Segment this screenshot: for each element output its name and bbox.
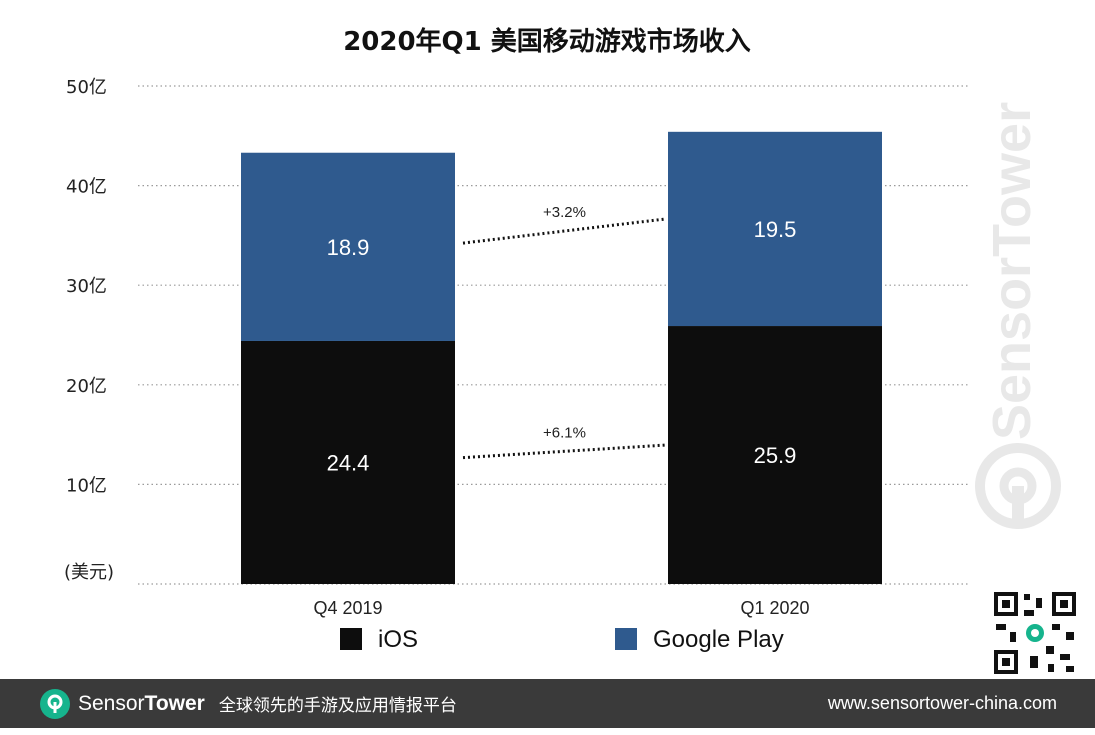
bar-segment-ios [668, 326, 882, 584]
legend: iOS Google Play [340, 626, 784, 653]
footer-url: www.sensortower-china.com [827, 693, 1057, 713]
growth-label: +6.1% [543, 424, 586, 441]
y-axis-unit-label: (美元) [64, 562, 114, 583]
bar-segment-google-play [241, 152, 455, 341]
bar-value-label: 19.5 [754, 217, 797, 242]
legend-label: Google Play [653, 626, 784, 653]
footer-brand-part1: Sensor [78, 691, 145, 715]
sensortower-logo-icon [40, 688, 70, 719]
legend-swatch [340, 628, 362, 650]
bar-value-label: 25.9 [754, 443, 797, 468]
y-tick-label: 40亿 [66, 177, 107, 198]
bar-value-label: 24.4 [327, 450, 370, 475]
watermark-text: SensorTower [982, 102, 1042, 440]
growth-annotations: +3.2% +6.1% [462, 204, 667, 460]
chart-title: 2020年Q1 美国移动游戏市场收入 [343, 26, 751, 57]
legend-label: iOS [378, 626, 418, 653]
growth-label: +3.2% [543, 204, 586, 221]
qr-code-icon [990, 588, 1080, 678]
y-tick-label: 10亿 [66, 475, 107, 496]
footer-brand-part2: Tower [144, 691, 205, 715]
footer-tagline: 全球领先的手游及应用情报平台 [218, 696, 457, 716]
x-axis-categories: Q4 2019 Q1 2020 [313, 598, 809, 618]
y-tick-label: 50亿 [66, 77, 107, 98]
bar-segment-ios [241, 340, 455, 584]
bar-segment-google-play [668, 131, 882, 327]
bar-value-label: 18.9 [327, 235, 370, 260]
x-category-label: Q4 2019 [313, 598, 382, 618]
legend-swatch [615, 628, 637, 650]
y-tick-label: 30亿 [66, 276, 107, 297]
growth-connector [462, 217, 667, 245]
y-axis-ticks: 50亿 40亿 30亿 20亿 10亿 [66, 77, 107, 496]
footer-brand: SensorTower [78, 692, 205, 716]
footer-bar: SensorTower 全球领先的手游及应用情报平台 www.sensortow… [0, 679, 1095, 728]
watermark-logo-icon [975, 443, 1061, 529]
watermark: SensorTower [975, 102, 1061, 529]
x-category-label: Q1 2020 [740, 598, 809, 618]
bars: 24.4 18.9 25.9 19.5 [241, 131, 882, 584]
y-tick-label: 20亿 [66, 376, 107, 397]
growth-connector [462, 443, 667, 460]
